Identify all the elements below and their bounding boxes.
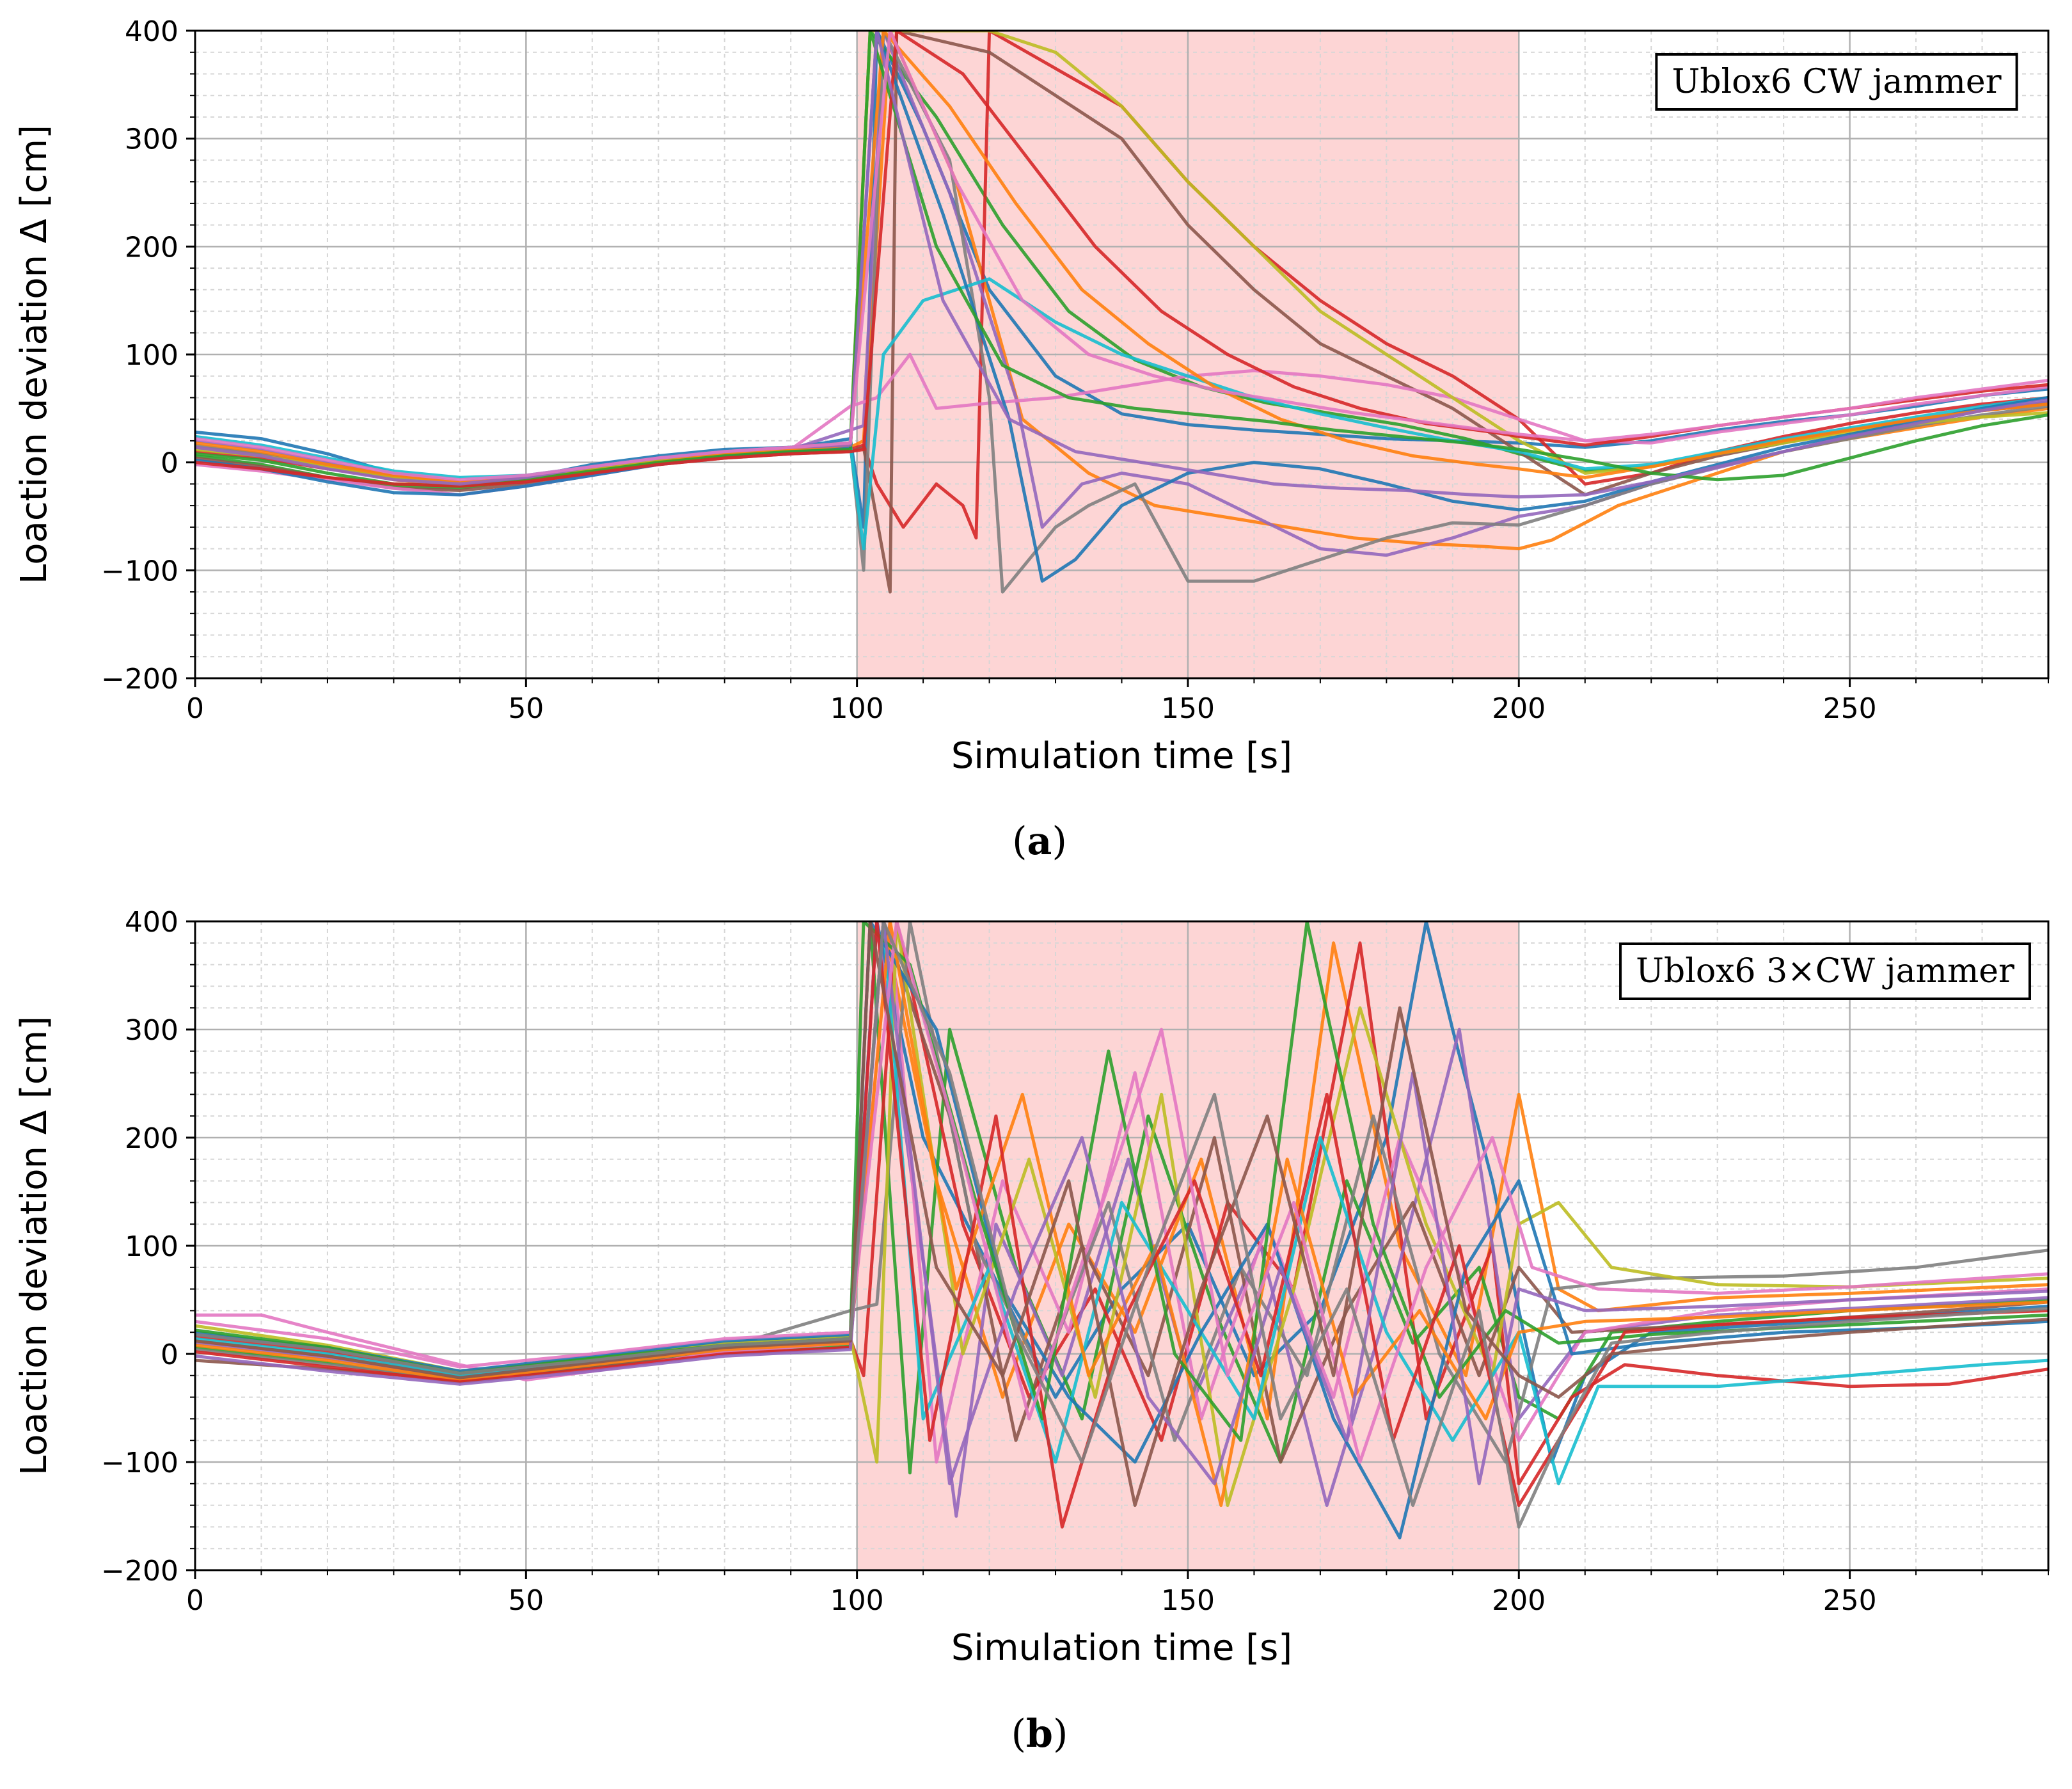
x-tick-label: 0 bbox=[186, 692, 204, 725]
x-tick-label: 100 bbox=[830, 692, 884, 725]
x-tick-label: 200 bbox=[1492, 1584, 1546, 1617]
legend-label: Ublox6 CW jammer bbox=[1672, 63, 2001, 101]
y-tick-label: 0 bbox=[161, 447, 178, 480]
x-tick-label: 150 bbox=[1161, 692, 1215, 725]
x-tick-label: 250 bbox=[1823, 692, 1877, 725]
y-tick-label: 100 bbox=[125, 1230, 178, 1263]
series-line-run-15 bbox=[195, 31, 2048, 499]
y-tick-label: 400 bbox=[125, 15, 178, 48]
y-tick-label: 300 bbox=[125, 1014, 178, 1047]
legend-box: Ublox6 CW jammer bbox=[1655, 53, 2018, 111]
y-tick-label: 200 bbox=[125, 1122, 178, 1155]
y-tick-label: 0 bbox=[161, 1339, 178, 1371]
caption: (a) bbox=[1012, 819, 1067, 864]
caption-letter: a bbox=[1027, 819, 1052, 864]
y-tick-label: 300 bbox=[125, 123, 178, 156]
series-line-run-16 bbox=[195, 31, 2048, 482]
series-line-run-14 bbox=[195, 921, 2048, 1529]
x-tick-label: 200 bbox=[1492, 692, 1546, 725]
x-tick-label: 50 bbox=[508, 1584, 544, 1617]
series-line-run-13 bbox=[195, 31, 2048, 488]
x-tick-label: 0 bbox=[186, 1584, 204, 1617]
series-line-run-15 bbox=[195, 921, 2048, 1486]
series-line-run-06 bbox=[195, 31, 2048, 594]
legend-label: Ublox6 3×CW jammer bbox=[1636, 952, 2014, 990]
panel-b: 0 50 100 150 200 250 −200 −100 0 100 200 300 400 Sim… bbox=[13, 906, 2050, 1756]
y-tick-label: 100 bbox=[125, 339, 178, 372]
y-axis-label: Loaction deviation Δ [cm] bbox=[13, 125, 55, 584]
caption: (b) bbox=[1011, 1712, 1068, 1756]
series-line-run-11 bbox=[195, 31, 2048, 583]
y-tick-label: −100 bbox=[101, 555, 178, 587]
caption-letter: b bbox=[1026, 1712, 1053, 1756]
x-tick-label: 150 bbox=[1161, 1584, 1215, 1617]
y-axis-label: Loaction deviation Δ [cm] bbox=[13, 1016, 55, 1475]
x-axis-label: Simulation time [s] bbox=[951, 735, 1292, 777]
y-tick-label: 200 bbox=[125, 231, 178, 264]
legend-box: Ublox6 3×CW jammer bbox=[1619, 942, 2031, 1000]
series-line-run-17 bbox=[195, 921, 2048, 1507]
x-tick-label: 250 bbox=[1823, 1584, 1877, 1617]
x-tick-label: 100 bbox=[830, 1584, 884, 1617]
y-tick-label: −200 bbox=[101, 1555, 178, 1587]
y-tick-label: 400 bbox=[125, 906, 178, 939]
x-tick-label: 50 bbox=[508, 692, 544, 725]
panel-a: 0 50 100 150 200 250 −200 −100 0 100 200 300 400 Sim… bbox=[13, 15, 2050, 864]
y-tick-label: −200 bbox=[101, 663, 178, 696]
series-line-run-18 bbox=[195, 921, 2048, 1529]
y-tick-label: −100 bbox=[101, 1447, 178, 1479]
series-line-run-16 bbox=[195, 921, 2048, 1464]
x-axis-label: Simulation time [s] bbox=[951, 1627, 1292, 1669]
